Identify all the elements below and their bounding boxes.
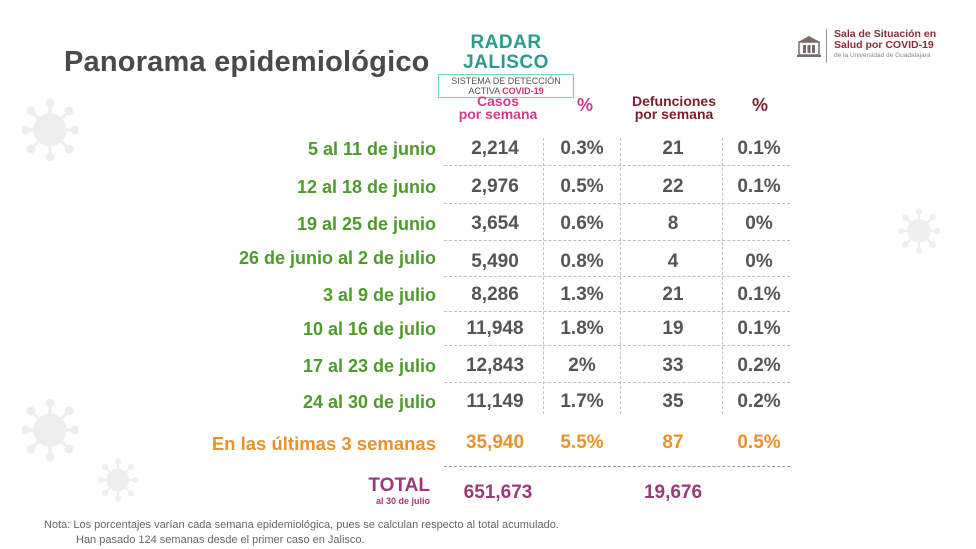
row-divider bbox=[444, 311, 790, 312]
table-row: 5 al 11 de junio 2,214 0.3% 21 0.1% bbox=[0, 136, 976, 166]
deaths-value: 22 bbox=[662, 176, 684, 197]
period-label: 24 al 30 de julio bbox=[302, 392, 436, 412]
deaths-value: 35 bbox=[662, 391, 684, 412]
radar-subtitle-line1: SISTEMA DE DETECCIÓN bbox=[451, 76, 561, 86]
deaths-value: 19 bbox=[662, 318, 684, 339]
cases-pct-value: 1.8% bbox=[560, 318, 604, 339]
table-row: 26 de junio al 2 de julio 5,490 0.8% 4 0… bbox=[0, 245, 976, 277]
footnote-line2: Han pasado 124 semanas desde el primer c… bbox=[76, 534, 365, 546]
deaths-pct-value: 0.1% bbox=[737, 284, 781, 305]
summary-label: En las últimas 3 semanas bbox=[211, 433, 436, 454]
header-deaths-pct: % bbox=[751, 95, 768, 115]
radar-subtitle-covid: COVID-19 bbox=[502, 86, 544, 96]
logo-line3: de la Universidad de Guadalajara bbox=[834, 52, 931, 59]
total-cases-value: 651,673 bbox=[463, 482, 533, 503]
cases-pct-value: 0.8% bbox=[560, 251, 604, 272]
radar-subtitle-prefix: ACTIVA bbox=[468, 86, 503, 96]
cases-value: 2,976 bbox=[471, 176, 519, 197]
logo-line1: Sala de Situación en bbox=[834, 28, 937, 40]
deaths-value: 21 bbox=[662, 284, 684, 305]
footnote-line1: Nota: Los porcentajes varían cada semana… bbox=[44, 519, 559, 531]
header-deaths: Defunciones por semana bbox=[620, 93, 728, 122]
period-label: 10 al 16 de julio bbox=[302, 319, 436, 339]
radar-subtitle-line2: ACTIVA COVID-19 bbox=[441, 86, 571, 96]
header-cases-line2: por semana bbox=[458, 106, 538, 122]
period-label: 17 al 23 de julio bbox=[302, 356, 436, 376]
deaths-pct-value: 0.2% bbox=[737, 355, 781, 376]
page-title: Panorama epidemiológico bbox=[64, 46, 430, 78]
row-divider bbox=[444, 276, 790, 277]
summary-cases-pct-value: 5.5% bbox=[560, 432, 604, 453]
table-row: 3 al 9 de julio 8,286 1.3% 21 0.1% bbox=[0, 282, 976, 312]
header-cases: Casos por semana bbox=[444, 93, 552, 122]
deaths-pct-value: 0% bbox=[745, 251, 773, 272]
cases-pct-value: 0.5% bbox=[560, 176, 604, 197]
table-row: 17 al 23 de julio 12,843 2% 33 0.2% bbox=[0, 353, 976, 383]
deaths-pct-value: 0.1% bbox=[737, 318, 781, 339]
cases-value: 12,843 bbox=[465, 355, 525, 376]
logo-line2: Salud por COVID-19 bbox=[834, 39, 934, 51]
university-seal-icon bbox=[797, 36, 821, 57]
cases-pct-value: 0.3% bbox=[560, 138, 604, 159]
udg-logo: Sala de Situación en Salud por COVID-19 … bbox=[792, 29, 972, 67]
table-row: 12 al 18 de junio 2,976 0.5% 22 0.1% bbox=[0, 174, 976, 204]
deaths-value: 8 bbox=[667, 213, 679, 234]
deaths-pct-value: 0% bbox=[745, 213, 773, 234]
cases-pct-value: 0.6% bbox=[560, 213, 604, 234]
footnote: Nota: Los porcentajes varían cada semana… bbox=[44, 518, 559, 548]
radar-title: RADAR JALISCO bbox=[463, 32, 549, 73]
period-label: 5 al 11 de junio bbox=[307, 139, 436, 159]
table-row: 19 al 25 de junio 3,654 0.6% 8 0% bbox=[0, 211, 976, 241]
row-divider bbox=[444, 345, 790, 346]
table-row: 10 al 16 de julio 11,948 1.8% 19 0.1% bbox=[0, 316, 976, 346]
row-divider bbox=[444, 165, 790, 166]
row-divider bbox=[444, 203, 790, 204]
cases-pct-value: 1.7% bbox=[560, 391, 604, 412]
total-word: TOTAL bbox=[368, 475, 430, 496]
deaths-pct-value: 0.2% bbox=[737, 391, 781, 412]
total-sublabel: al 30 de julio bbox=[375, 496, 430, 506]
period-label: 12 al 18 de junio bbox=[296, 177, 436, 197]
row-divider bbox=[444, 240, 790, 241]
virus-icon bbox=[22, 98, 78, 162]
logo-separator bbox=[826, 29, 827, 63]
summary-deaths-value: 87 bbox=[662, 432, 684, 453]
header-deaths-line1: Defunciones bbox=[631, 93, 716, 109]
cases-value: 3,654 bbox=[471, 213, 519, 234]
header-cases-line1: Casos bbox=[476, 93, 520, 109]
virus-icon bbox=[22, 398, 78, 462]
deaths-pct-value: 0.1% bbox=[737, 176, 781, 197]
cases-pct-value: 1.3% bbox=[560, 284, 604, 305]
cases-value: 8,286 bbox=[471, 284, 519, 305]
deaths-value: 4 bbox=[667, 251, 679, 272]
cases-pct-value: 2% bbox=[568, 355, 596, 376]
total-deaths-value: 19,676 bbox=[643, 482, 703, 503]
radar-subtitle-box: SISTEMA DE DETECCIÓN ACTIVA COVID-19 bbox=[438, 74, 574, 98]
header-cases-pct: % bbox=[576, 95, 593, 115]
summary-cases-value: 35,940 bbox=[465, 432, 525, 453]
summary-divider bbox=[444, 466, 790, 467]
virus-icon bbox=[898, 208, 940, 254]
period-label: 19 al 25 de junio bbox=[296, 214, 436, 234]
deaths-value: 33 bbox=[662, 355, 684, 376]
virus-icon bbox=[98, 458, 138, 502]
cases-value: 2,214 bbox=[471, 138, 519, 159]
cases-value: 11,149 bbox=[466, 391, 524, 412]
summary-row: En las últimas 3 semanas 35,940 5.5% 87 … bbox=[0, 430, 976, 460]
cases-value: 5,490 bbox=[471, 251, 519, 272]
summary-deaths-pct-value: 0.5% bbox=[737, 432, 781, 453]
cases-value: 11,948 bbox=[466, 318, 524, 339]
row-divider bbox=[444, 382, 790, 383]
period-label: 26 de junio al 2 de julio bbox=[238, 248, 436, 268]
radar-jalisco-badge: RADAR JALISCO SISTEMA DE DETECCIÓN ACTIV… bbox=[428, 33, 584, 98]
deaths-pct-value: 0.1% bbox=[737, 138, 781, 159]
period-label: 3 al 9 de julio bbox=[322, 285, 436, 305]
deaths-value: 21 bbox=[662, 138, 684, 159]
table-row: 24 al 30 de julio 11,149 1.7% 35 0.2% bbox=[0, 389, 976, 419]
total-label: TOTAL al 30 de julio bbox=[364, 475, 430, 507]
header-deaths-line2: por semana bbox=[634, 106, 714, 122]
